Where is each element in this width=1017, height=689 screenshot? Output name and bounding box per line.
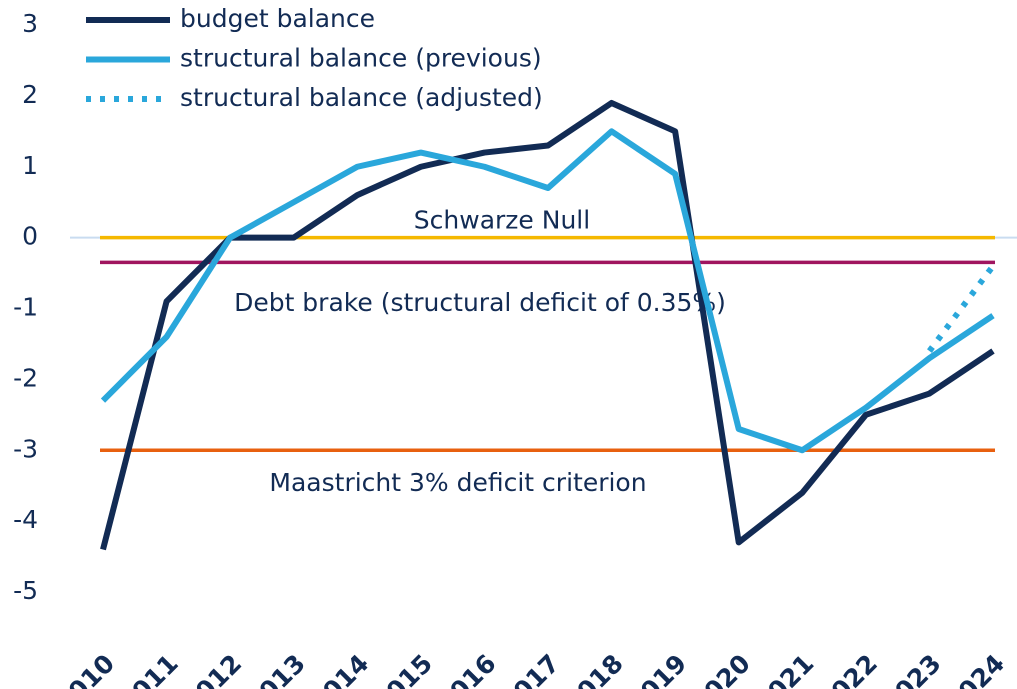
series-line [100, 99, 995, 551]
legend-label: structural balance (previous) [180, 44, 542, 73]
x-tick-label: 2012 [178, 649, 248, 689]
x-tick-label: 2010 [50, 649, 120, 689]
y-tick-label: -2 [13, 363, 38, 392]
x-tick-label: 2013 [241, 649, 311, 689]
x-tick-label: 2024 [940, 649, 1010, 689]
x-tick-label: 2018 [559, 649, 629, 689]
x-tick-label: 2016 [432, 649, 502, 689]
y-tick-label: 2 [22, 80, 38, 109]
y-tick-label: -1 [13, 293, 38, 322]
x-tick-label: 2019 [623, 649, 693, 689]
x-tick-label: 2015 [368, 649, 438, 689]
y-tick-label: 1 [22, 151, 38, 180]
reference-label: Maastricht 3% deficit criterion [269, 468, 646, 497]
series-line [100, 128, 995, 454]
reference-label: Debt brake (structural deficit of 0.35%) [234, 288, 726, 317]
y-tick-label: -5 [13, 576, 38, 605]
x-tick-label: 2023 [877, 649, 947, 689]
series-line [927, 264, 996, 353]
x-tick-label: 2017 [495, 649, 565, 689]
y-tick-label: -4 [13, 505, 38, 534]
x-tick-label: 2020 [686, 649, 756, 689]
x-tick-label: 2014 [305, 649, 375, 689]
y-tick-label: 0 [22, 222, 38, 251]
y-tick-label: 3 [22, 9, 38, 38]
x-tick-label: 2021 [750, 649, 820, 689]
legend-label: budget balance [180, 4, 375, 33]
x-tick-label: 2022 [813, 649, 883, 689]
y-tick-label: -3 [13, 434, 38, 463]
reference-label: Schwarze Null [414, 206, 590, 235]
x-tick-label: 2011 [114, 649, 184, 689]
legend-label: structural balance (adjusted) [180, 83, 543, 112]
